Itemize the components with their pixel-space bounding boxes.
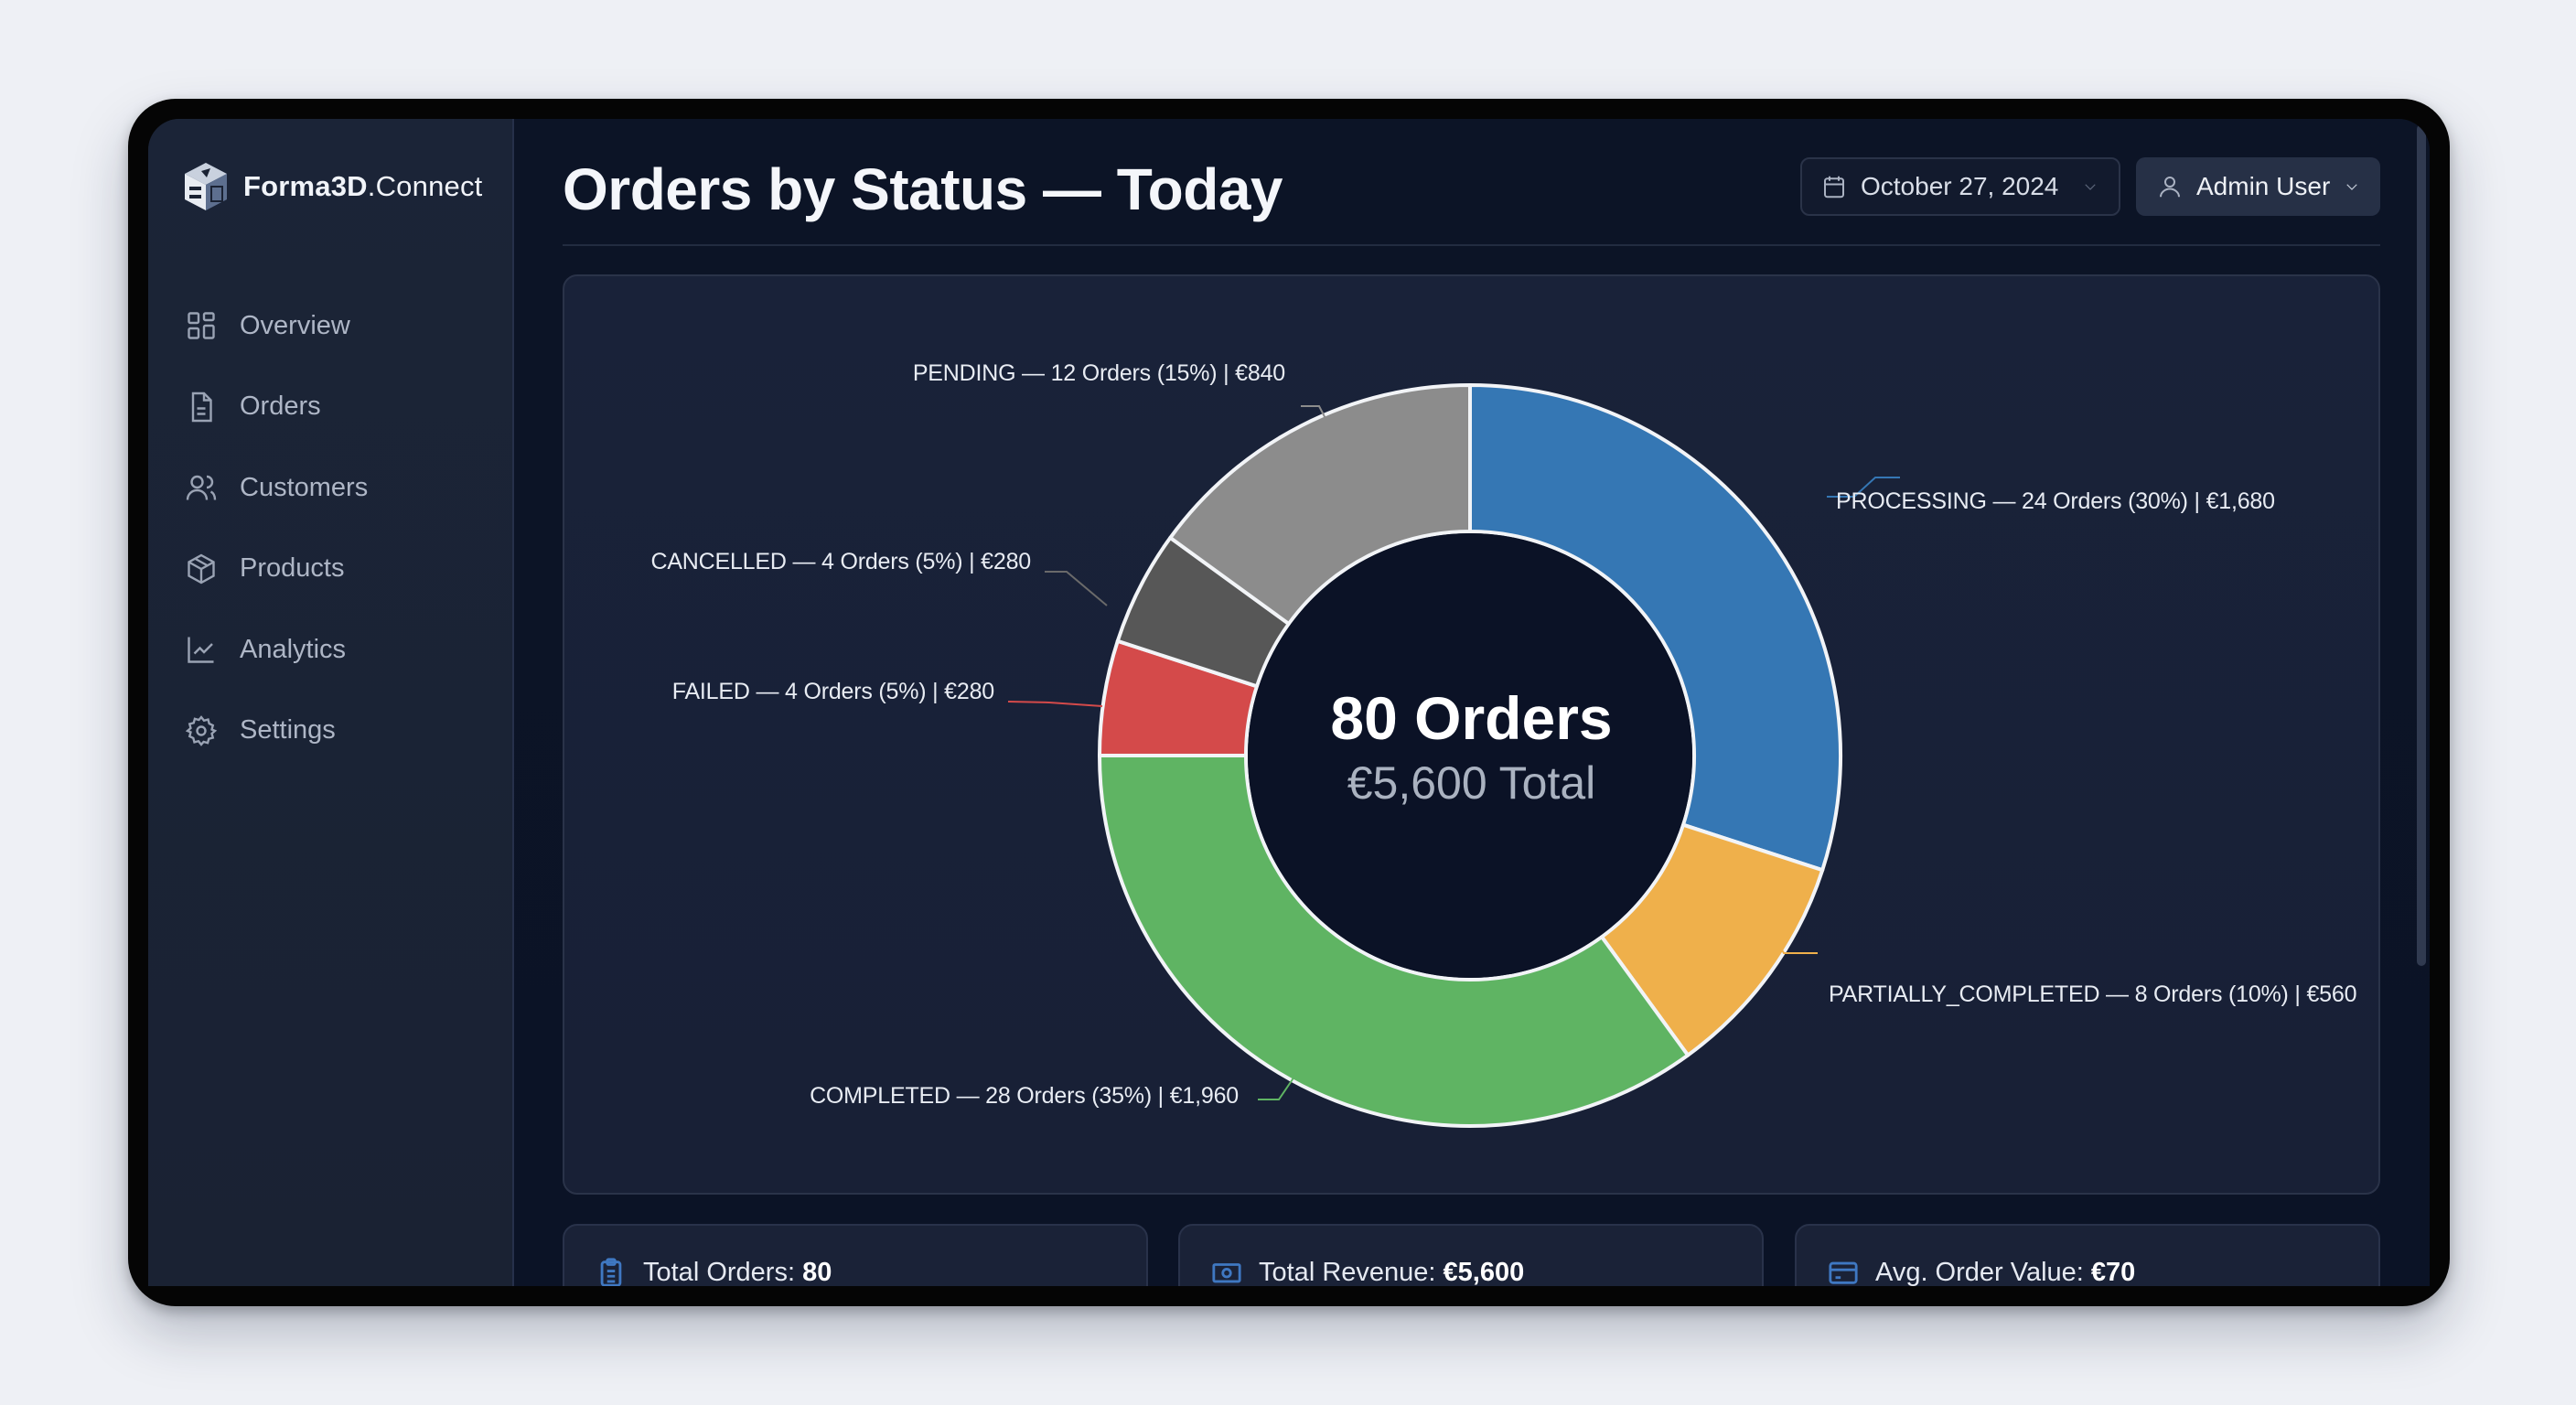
sidebar-item-settings[interactable]: Settings	[185, 691, 368, 772]
leader-pending	[1301, 405, 1345, 455]
sidebar-item-label: Overview	[240, 310, 350, 340]
donut-center-count: 80 Orders	[1330, 684, 1613, 752]
label-cancelled: CANCELLED — 4 Orders (5%) | €280	[650, 549, 1031, 574]
donut-center-total: €5,600 Total	[1347, 757, 1596, 809]
main-scrollbar[interactable]	[2417, 124, 2426, 966]
leader-failed	[1007, 701, 1103, 707]
device-frame: Forma3D.Connect Overview Orders Customer…	[128, 99, 2450, 1306]
user-icon	[2160, 177, 2180, 198]
sidebar-item-label: Settings	[240, 715, 336, 745]
gear-icon	[185, 714, 218, 746]
label-completed: COMPLETED — 28 Orders (35%) | €1,960	[810, 1083, 1239, 1109]
user-name: Admin User	[2196, 172, 2331, 200]
main-content: Orders by Status — Today October 27, 202…	[514, 119, 2430, 1286]
stat-card-total-revenue: Total Revenue: €5,600	[1178, 1224, 1764, 1286]
user-menu-button[interactable]: Admin User	[2136, 157, 2380, 216]
chevron-down-icon	[2346, 184, 2357, 190]
leader-partial	[1762, 916, 1818, 954]
grid-icon	[188, 312, 215, 339]
sidebar-item-label: Products	[240, 553, 345, 584]
brand-name: Forma3D.Connect	[243, 170, 483, 202]
page-title: Orders by Status — Today	[563, 156, 1283, 222]
app-window: Forma3D.Connect Overview Orders Customer…	[148, 119, 2430, 1286]
stat-card-avg-order-value: Avg. Order Value: €70	[1795, 1224, 2380, 1286]
leader-processing	[1827, 477, 1900, 498]
sidebar-item-orders[interactable]: Orders	[185, 367, 368, 448]
label-failed: FAILED — 4 Orders (5%) | €280	[671, 679, 994, 704]
donut-chart	[1007, 383, 1900, 1128]
box-icon	[188, 553, 215, 585]
cube-logo-icon	[185, 163, 227, 210]
sidebar-nav: Overview Orders Customers Products Analy…	[185, 285, 368, 771]
leader-completed	[1258, 1073, 1297, 1100]
sidebar-item-label: Customers	[240, 472, 369, 502]
slice-pending[interactable]	[1168, 383, 1472, 626]
stat-text: Total Orders: 80	[643, 1257, 832, 1287]
date-picker-button[interactable]: October 27, 2024	[1800, 157, 2120, 216]
chevron-down-icon	[2085, 184, 2096, 190]
slice-processing[interactable]	[1468, 383, 1843, 873]
sidebar-item-label: Analytics	[240, 634, 347, 664]
stat-card-total-orders: Total Orders: 80	[563, 1224, 1148, 1286]
sidebar: Forma3D.Connect Overview Orders Customer…	[148, 119, 514, 1286]
document-icon	[191, 391, 212, 422]
label-partially-completed: PARTIALLY_COMPLETED — 8 Orders (10%) | €…	[1829, 981, 2357, 1007]
slice-completed[interactable]	[1098, 754, 1690, 1128]
sidebar-item-customers[interactable]: Customers	[185, 447, 368, 529]
donut-slices	[1097, 383, 1843, 1128]
leader-cancelled	[1045, 571, 1108, 606]
selected-date: October 27, 2024	[1861, 172, 2059, 200]
sidebar-item-overview[interactable]: Overview	[185, 285, 368, 367]
line-chart-icon	[188, 637, 214, 663]
brand-logo[interactable]: Forma3D.Connect	[181, 159, 482, 214]
label-pending: PENDING — 12 Orders (15%) | €840	[912, 360, 1285, 386]
donut-hole	[1248, 533, 1692, 978]
header-divider	[563, 244, 2380, 246]
stat-text: Total Revenue: €5,600	[1259, 1257, 1525, 1287]
banknote-icon	[1212, 1263, 1241, 1283]
sidebar-item-label: Orders	[240, 391, 321, 422]
sidebar-item-products[interactable]: Products	[185, 529, 368, 610]
credit-card-icon	[1829, 1261, 1858, 1284]
calendar-icon	[1824, 176, 1844, 198]
orders-status-chart-card: PENDING — 12 Orders (15%) | €840 PROCESS…	[563, 274, 2380, 1195]
users-icon	[186, 476, 217, 500]
stat-text: Avg. Order Value: €70	[1875, 1257, 2136, 1287]
label-processing: PROCESSING — 24 Orders (30%) | €1,680	[1836, 488, 2275, 514]
clipboard-icon	[600, 1258, 622, 1286]
sidebar-item-analytics[interactable]: Analytics	[185, 609, 368, 691]
